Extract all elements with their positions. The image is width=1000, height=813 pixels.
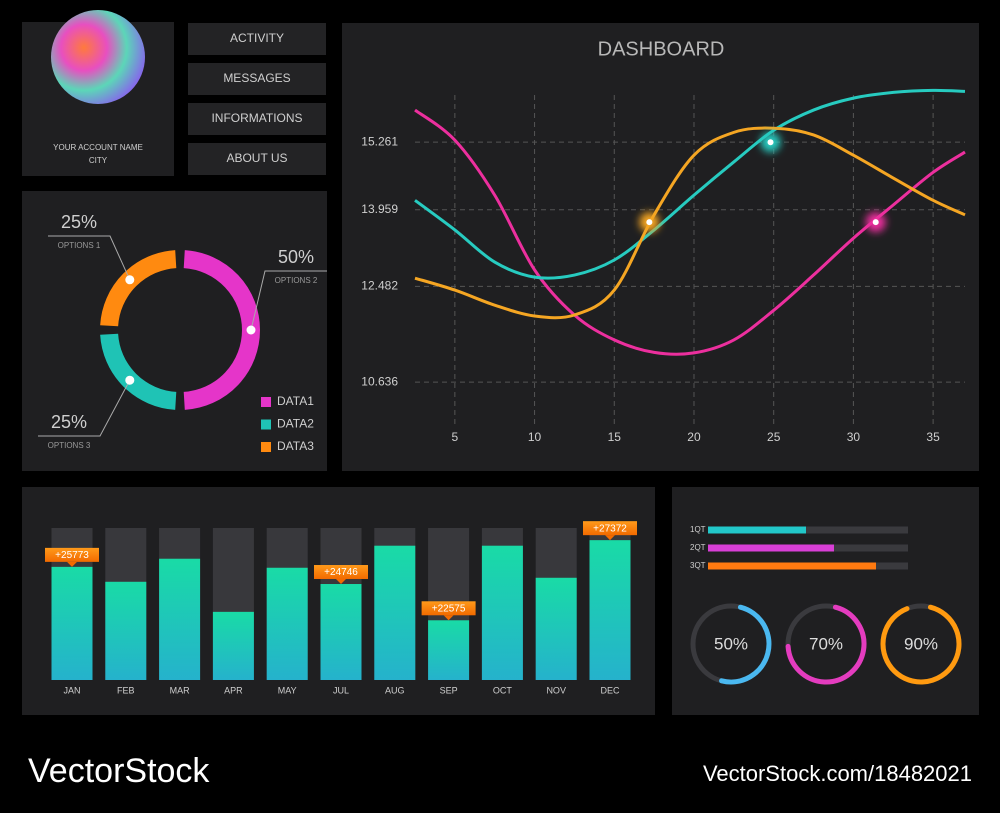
progress-bar	[708, 526, 806, 534]
progress-label: 1QT	[690, 525, 706, 534]
value-badge	[583, 521, 637, 536]
legend-swatch	[261, 397, 271, 407]
x-tick-label: APR	[224, 685, 243, 695]
bar	[481, 545, 523, 680]
badge-pointer	[443, 615, 454, 621]
menu-button[interactable]	[188, 23, 326, 55]
legend-label: DATA3	[277, 439, 314, 453]
y-tick-label: 13.959	[361, 202, 398, 216]
ring-label: 90%	[904, 634, 938, 653]
highlight-point	[646, 219, 653, 226]
x-tick-label: 30	[847, 430, 861, 444]
bar-value-label: +27372	[593, 523, 627, 534]
x-tick-label: 15	[608, 430, 622, 444]
leader-line	[38, 379, 131, 437]
leader-line	[250, 270, 327, 331]
bar	[535, 577, 577, 680]
ring-arc	[719, 604, 772, 685]
menu-label[interactable]: MESSAGES	[223, 71, 290, 85]
bar	[589, 540, 631, 680]
menu-label[interactable]: ACTIVITY	[230, 31, 284, 45]
bar	[159, 558, 201, 680]
bar	[374, 545, 416, 680]
avatar[interactable]	[51, 10, 145, 104]
highlight-point	[872, 219, 879, 226]
x-tick-label: FEB	[117, 685, 135, 695]
y-tick-label: 15.261	[361, 134, 398, 148]
donut-category: OPTIONS 1	[58, 241, 101, 250]
leader-line	[48, 235, 131, 281]
badge-pointer	[605, 535, 615, 541]
ring-label: 70%	[809, 634, 843, 653]
legend-label: DATA1	[277, 394, 314, 408]
line-series	[414, 126, 966, 320]
bar	[266, 567, 308, 680]
legend-swatch	[261, 419, 271, 430]
account-city: CITY	[89, 156, 108, 165]
line-series	[414, 88, 966, 280]
badge-pointer	[336, 579, 346, 585]
line-panel	[342, 23, 979, 471]
progress-panel	[672, 487, 979, 715]
ring-arc	[785, 604, 867, 685]
progress-label: 3QT	[690, 561, 706, 570]
x-tick-label: 25	[767, 430, 781, 444]
highlight-point	[767, 139, 774, 146]
progress-bar	[708, 562, 876, 570]
menu-button[interactable]	[188, 63, 326, 95]
x-tick-label: MAR	[170, 685, 191, 695]
bar	[51, 566, 93, 680]
account-name: YOUR ACCOUNT NAME	[53, 143, 143, 152]
menu-label[interactable]: INFORMATIONS	[211, 111, 302, 125]
y-tick-label: 10.636	[361, 374, 398, 388]
watermark-url: VectorStock.com/18482021	[703, 761, 972, 786]
x-tick-label: 10	[528, 430, 542, 444]
donut-dot	[125, 275, 135, 285]
legend-swatch	[261, 442, 271, 452]
x-tick-label: OCT	[493, 685, 513, 695]
progress-label: 2QT	[690, 543, 706, 552]
bar	[212, 611, 254, 680]
chart-title: DASHBOARD	[598, 38, 725, 60]
donut-dot	[246, 325, 256, 335]
bar	[105, 581, 147, 680]
progress-bar	[708, 544, 834, 552]
donut-value-label: 25%	[61, 212, 97, 232]
donut-category: OPTIONS 3	[48, 441, 91, 450]
bar-value-label: +25773	[55, 550, 89, 561]
x-tick-label: 35	[926, 430, 940, 444]
x-tick-label: MAY	[278, 685, 297, 695]
x-tick-label: 20	[687, 430, 701, 444]
y-tick-label: 12.482	[361, 279, 398, 293]
badge-pointer	[67, 561, 77, 567]
bar	[320, 584, 362, 680]
value-badge	[45, 547, 99, 562]
bar-value-label: +24746	[324, 567, 358, 578]
x-tick-label: AUG	[385, 685, 405, 695]
menu-label[interactable]: ABOUT US	[226, 151, 287, 165]
donut-value-label: 25%	[51, 412, 87, 432]
x-tick-label: JAN	[63, 685, 80, 695]
menu-button[interactable]	[188, 103, 326, 135]
progress-track	[708, 526, 908, 534]
bar	[428, 620, 470, 680]
donut-category: OPTIONS 2	[275, 276, 318, 285]
donut-panel	[22, 191, 327, 471]
x-tick-label: 5	[452, 430, 459, 444]
legend-label: DATA2	[277, 417, 314, 431]
x-tick-label: NOV	[546, 685, 566, 695]
x-tick-label: DEC	[600, 685, 620, 695]
menu-button[interactable]	[188, 143, 326, 175]
x-tick-label: JUL	[333, 685, 349, 695]
ring-arc	[880, 604, 962, 685]
x-tick-label: SEP	[440, 685, 458, 695]
donut-dot	[125, 375, 135, 385]
value-badge	[314, 565, 368, 580]
ring-label: 50%	[714, 634, 748, 653]
bar-value-label: +22575	[432, 603, 466, 614]
value-badge	[421, 601, 476, 616]
watermark-brand: VectorStock	[28, 752, 210, 790]
donut-value-label: 50%	[278, 247, 314, 267]
